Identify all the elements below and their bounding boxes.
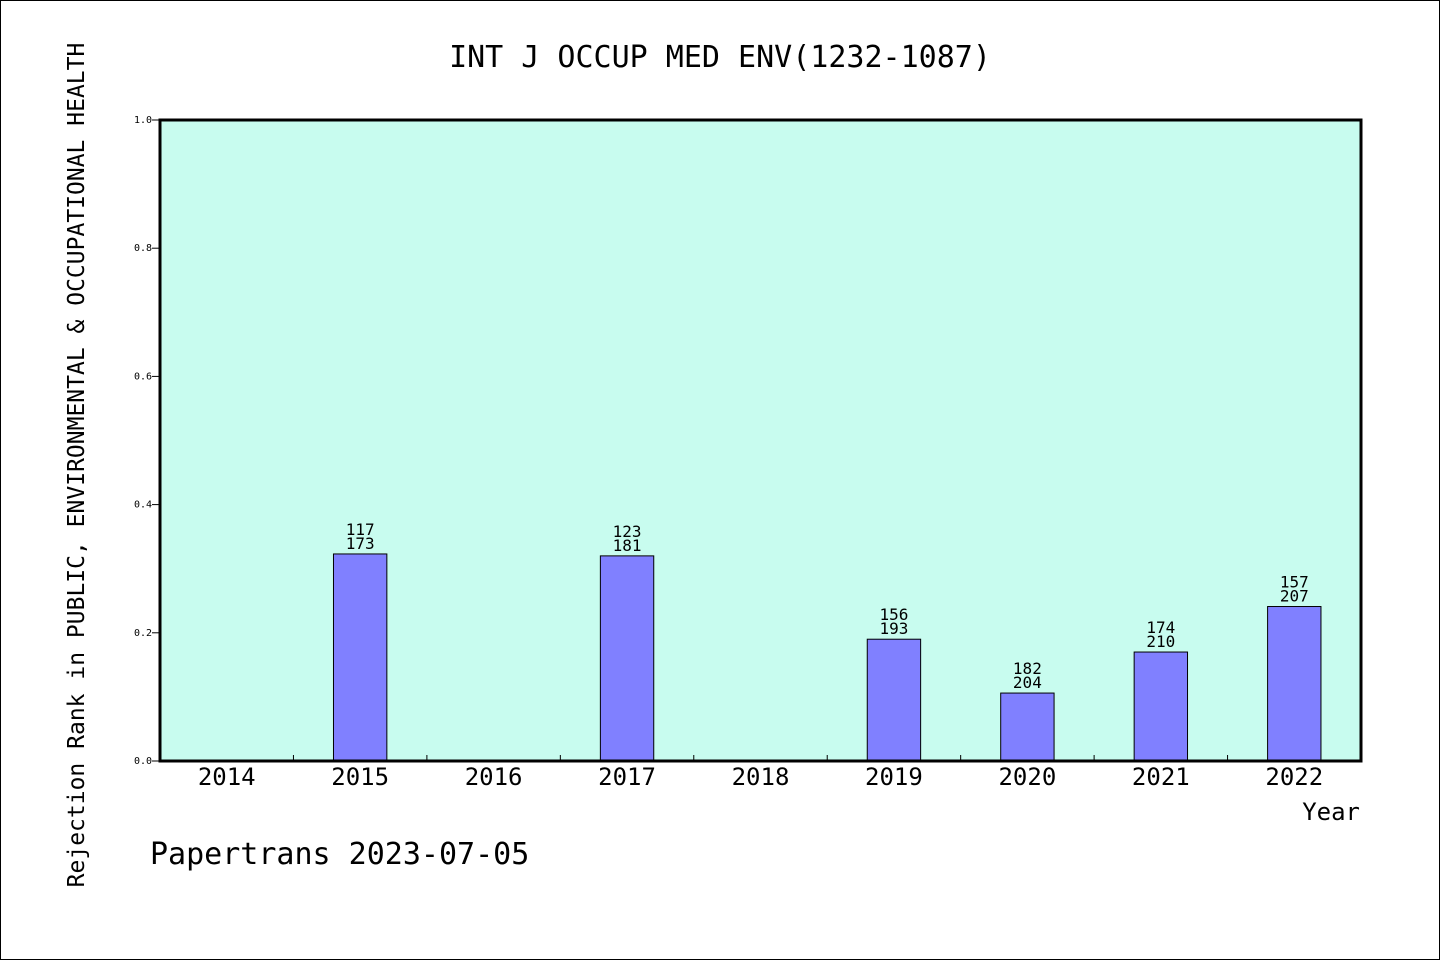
bar-label-bottom: 181 xyxy=(613,536,642,555)
plot-frame xyxy=(158,118,1363,763)
y-tick-label: 0.2 xyxy=(134,628,152,639)
bar-2019 xyxy=(866,638,922,762)
y-tick-label: 0.0 xyxy=(134,756,152,767)
y-axis-label: Rejection Rank in PUBLIC, ENVIRONMENTAL … xyxy=(64,43,90,888)
bar-label-bottom: 173 xyxy=(346,534,375,553)
x-tick-label: 2014 xyxy=(198,763,256,791)
y-tick-label: 1.0 xyxy=(134,115,152,126)
bar-label-bottom: 204 xyxy=(1013,673,1042,692)
bar-label-top: 117 xyxy=(346,520,375,539)
bars-group xyxy=(332,553,1322,762)
bar-label-top: 157 xyxy=(1280,573,1309,592)
bar-2021 xyxy=(1133,651,1189,762)
bar-label-top: 156 xyxy=(879,605,908,624)
bar-2015 xyxy=(332,553,388,762)
bar-label-bottom: 207 xyxy=(1280,587,1309,606)
bar-label-top: 174 xyxy=(1146,618,1175,637)
x-tick-label: 2020 xyxy=(998,763,1056,791)
x-tick-label: 2017 xyxy=(598,763,656,791)
bar-label-bottom: 210 xyxy=(1146,632,1175,651)
x-tick-label: 2015 xyxy=(331,763,389,791)
chart-title: INT J OCCUP MED ENV(1232-1087) xyxy=(449,40,991,75)
bar-2022 xyxy=(1267,606,1322,762)
x-tick-label: 2018 xyxy=(732,763,790,791)
bar-2017 xyxy=(599,555,655,762)
x-tick-label: 2019 xyxy=(865,763,923,791)
x-tick-label: 2016 xyxy=(465,763,523,791)
bar-2020 xyxy=(1000,692,1055,762)
bar-label-top: 182 xyxy=(1013,659,1042,678)
bar-label-top: 123 xyxy=(613,522,642,541)
y-axis: 0.0 0.2 0.4 0.6 0.8 1.0 xyxy=(134,115,160,767)
x-axis-label: Year xyxy=(1302,798,1360,826)
x-tick-label: 2021 xyxy=(1132,763,1190,791)
footer-credit: Papertrans 2023-07-05 xyxy=(150,837,529,872)
y-tick-label: 0.6 xyxy=(134,371,152,382)
bar-label-bottom: 193 xyxy=(879,619,908,638)
y-tick-label: 0.4 xyxy=(134,500,152,511)
y-tick-label: 0.8 xyxy=(134,243,152,254)
x-axis: 2014 2015 2016 2017 2018 2019 2020 2021 2022 xyxy=(198,755,1323,791)
x-tick-label: 2022 xyxy=(1265,763,1323,791)
